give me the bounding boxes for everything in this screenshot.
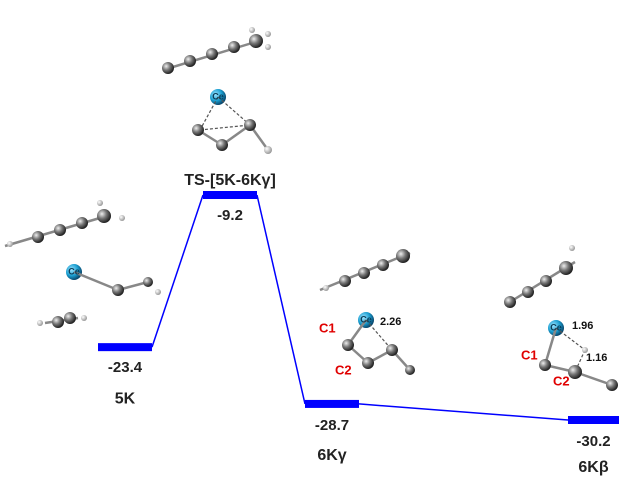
atom-label: C1 [319,320,336,335]
state-label: TS-[5K-6Kγ] [184,172,276,189]
atom-label: Ce [550,322,562,332]
atom-label: Ce [68,266,80,276]
value-label: -9.2 [217,207,243,224]
value-label: -23.4 [108,359,143,376]
atom-label: Ce [360,314,372,324]
connector [359,404,568,420]
energy-level [98,343,152,351]
value-label: -30.2 [576,433,610,450]
connector [257,195,305,404]
energy-level [568,416,619,424]
distance-label: 1.96 [572,320,593,332]
atom-label: C2 [553,373,570,388]
molecules [5,27,618,391]
connector [152,195,203,347]
value-label: -28.7 [315,417,349,434]
distance-label: 2.26 [380,316,401,328]
state-label: 6Kγ [317,447,346,464]
chart: Ce Ce Ce Ce C1 C2 2.26 C1 C2 1.96 1.16 -… [0,0,619,477]
distance-label: 1.16 [586,352,607,364]
atom-label: C1 [521,347,538,362]
energy-level [203,191,257,199]
atom-label: Ce [212,91,224,101]
state-label: 5K [115,390,136,407]
energy-level [305,400,359,408]
state-label: 6Kβ [578,459,608,476]
atom-label: C2 [335,362,352,377]
